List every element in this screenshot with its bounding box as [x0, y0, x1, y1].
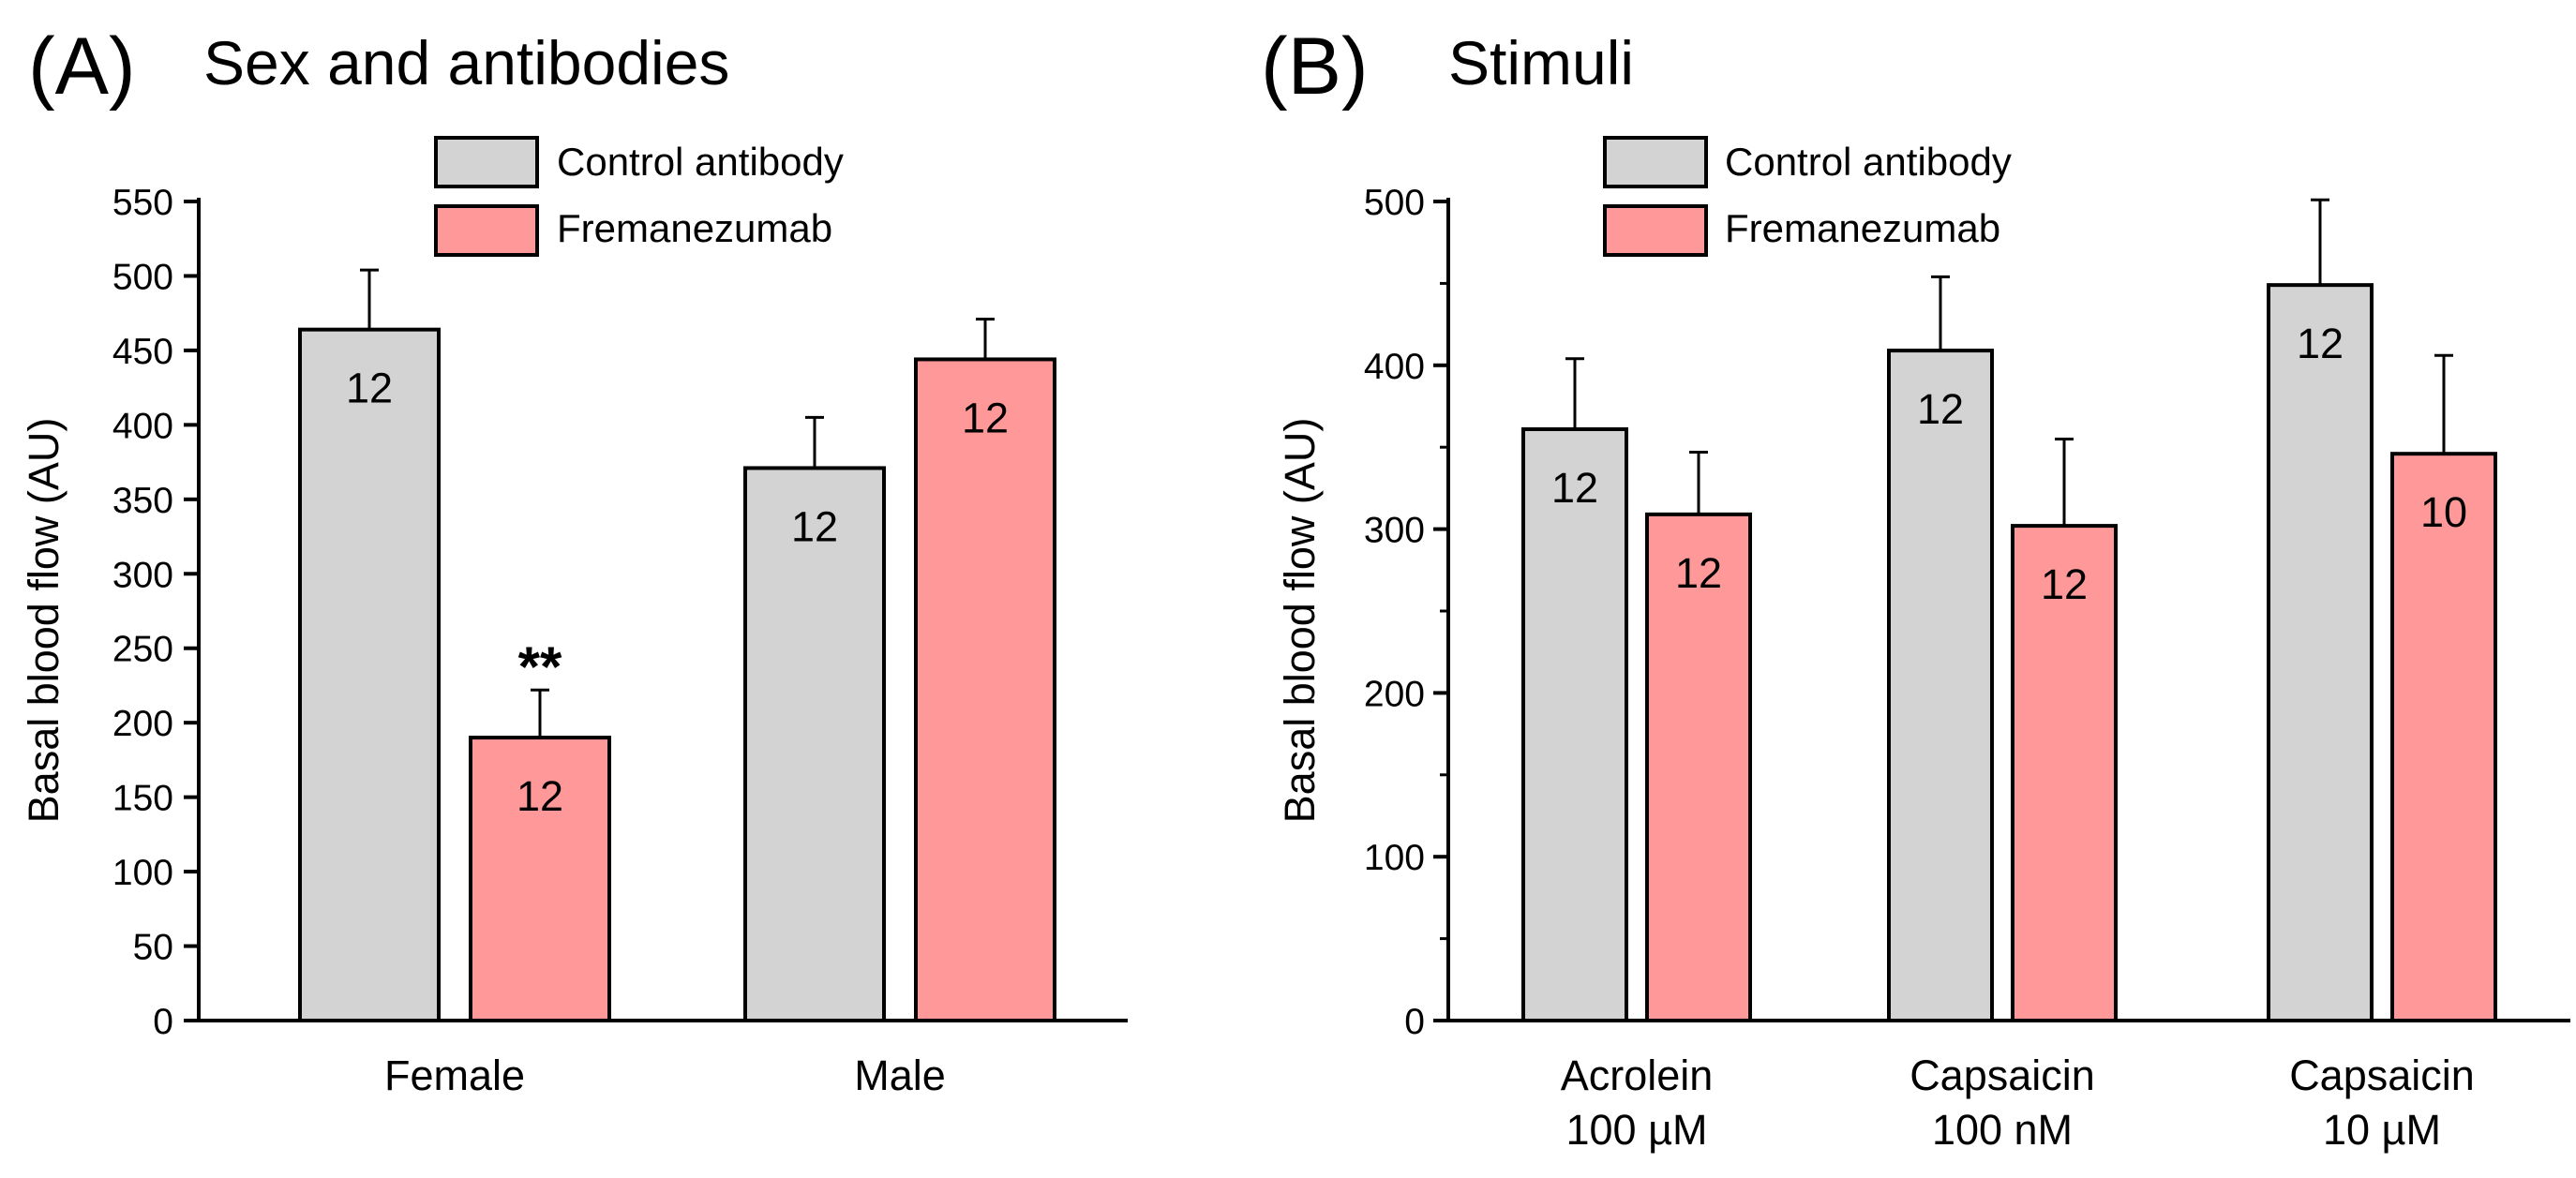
panel-a-bar-control: [743, 466, 886, 1022]
panel-a-significance-label: **: [518, 635, 562, 698]
panel-a-y-tick-label: 450: [112, 332, 173, 372]
panel-b-bar-control: [1521, 426, 1628, 1022]
panel-b-n-label: 12: [1675, 549, 1722, 597]
panel-b-category-label: Capsaicin: [2289, 1051, 2475, 1099]
panel-b-title: Stimuli: [1448, 28, 1634, 97]
panel-a-n-label: 12: [791, 502, 838, 550]
panel-a-y-tick-label: 250: [112, 630, 173, 670]
panel-b-y-tick-label: 200: [1364, 674, 1425, 714]
panel-a-y-tick-label: 150: [112, 779, 173, 819]
panel-b-bar-control: [1887, 349, 1994, 1022]
panel-b-category-label: 10 µM: [2323, 1106, 2441, 1154]
panel-a-category-label: Female: [384, 1051, 525, 1099]
panel-a-y-tick-label: 300: [112, 555, 173, 595]
panel-b-y-tick-label: 400: [1364, 347, 1425, 387]
panel-b-bar-fremanezumab: [1645, 512, 1752, 1022]
legend-b-fremanezumab-label: Fremanezumab: [1725, 206, 2000, 250]
panel-a-letter: (A): [28, 22, 136, 112]
panel-b-bar-fremanezumab: [2390, 452, 2497, 1022]
legend-a-control-swatch: [434, 136, 539, 188]
panel-b-n-label: 12: [2297, 320, 2344, 367]
panel-b-y-axis-label: Basal blood flow (AU): [1276, 418, 1324, 824]
panel-a-y-tick-label: 0: [153, 1002, 173, 1042]
panel-a-y-tick-label: 350: [112, 481, 173, 521]
panel-a-legend: Control antibody Fremanezumab: [434, 136, 844, 257]
panel-b-category-label: 100 nM: [1932, 1106, 2073, 1154]
panel-b-letter: (B): [1261, 22, 1369, 112]
panel-b-y-tick-label: 0: [1404, 1002, 1425, 1042]
panel-a-bar-fremanezumab: [469, 736, 611, 1023]
legend-b-fremanezumab-swatch: [1603, 204, 1708, 257]
panel-a-y-tick-label: 50: [133, 928, 173, 968]
panel-b-bar-control: [2267, 283, 2374, 1022]
panel-b-category-label: 100 µM: [1566, 1106, 1708, 1154]
panel-b-n-label: 10: [2420, 488, 2467, 536]
legend-a-control-label: Control antibody: [557, 140, 844, 184]
panel-b-bar-fremanezumab: [2011, 524, 2118, 1022]
panel-b-y-tick-label: 100: [1364, 838, 1425, 878]
panel-a-category-label: Male: [854, 1051, 946, 1099]
panel-b-n-label: 12: [2041, 560, 2088, 608]
panel-a-chart: (A) Sex and antibodies Control antibody …: [20, 22, 1128, 1099]
legend-b-control-swatch: [1603, 136, 1708, 188]
panel-a-y-axis-label: Basal blood flow (AU): [20, 418, 67, 824]
legend-a-fremanezumab-label: Fremanezumab: [557, 206, 832, 250]
panel-b-y-tick-label: 300: [1364, 511, 1425, 551]
panel-a-title: Sex and antibodies: [203, 28, 729, 97]
panel-a-n-label: 12: [962, 394, 1009, 441]
panel-a-y-tick-label: 200: [112, 704, 173, 744]
panel-a-n-label: 12: [346, 365, 393, 412]
panel-b-legend: Control antibody Fremanezumab: [1603, 136, 2012, 257]
panel-b-y-tick-label: 500: [1364, 183, 1425, 223]
panel-b-category-label: Acrolein: [1561, 1051, 1714, 1099]
panel-b-n-label: 12: [1551, 464, 1598, 512]
panel-a-y-tick-label: 550: [112, 183, 173, 223]
legend-a-fremanezumab-swatch: [434, 204, 539, 257]
panel-a-y-tick-label: 100: [112, 853, 173, 893]
panel-a-y-tick-label: 400: [112, 406, 173, 446]
panel-a-bar-fremanezumab: [914, 357, 1056, 1022]
panel-b-n-label: 12: [1917, 385, 1964, 433]
panel-a-n-label: 12: [517, 772, 563, 820]
panel-a-bar-control: [298, 327, 441, 1022]
panel-a-y-tick-label: 500: [112, 257, 173, 297]
panel-b-category-label: Capsaicin: [1910, 1051, 2095, 1099]
legend-b-control-label: Control antibody: [1725, 140, 2012, 184]
panel-b-chart: (B) Stimuli Control antibody Fremanezuma…: [1261, 22, 2570, 1154]
